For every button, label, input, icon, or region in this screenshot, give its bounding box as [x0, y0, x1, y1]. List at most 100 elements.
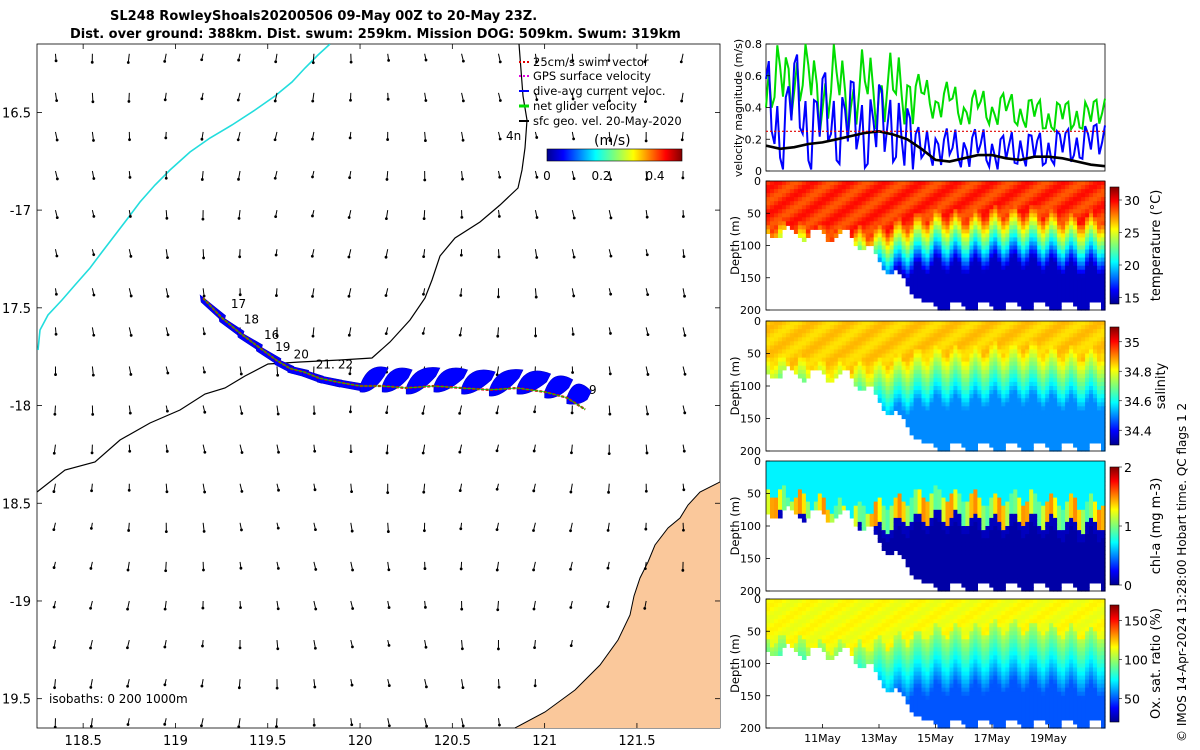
section-cell — [909, 386, 915, 391]
section-cell — [965, 257, 970, 263]
section-cell — [1009, 181, 1014, 186]
section-cell — [973, 233, 978, 238]
section-cell — [766, 493, 771, 499]
section-cell — [1025, 422, 1030, 428]
section-cell — [893, 390, 899, 395]
geo-arrow-head — [386, 97, 390, 101]
section-cell — [905, 213, 911, 218]
section-cell — [861, 197, 867, 202]
section-cell — [1089, 390, 1094, 395]
section-cell — [1065, 430, 1070, 436]
section-cell — [969, 337, 974, 342]
section-cell — [993, 193, 998, 198]
section-cell — [933, 329, 939, 334]
section-cell — [1065, 253, 1070, 259]
section-cell — [1033, 422, 1038, 428]
section-cell — [861, 381, 867, 387]
section-cell — [969, 434, 974, 440]
section-cell — [945, 185, 951, 190]
section-cell — [833, 337, 839, 342]
section-cell — [1029, 418, 1034, 424]
section-cell — [817, 217, 823, 222]
section-cell — [801, 321, 807, 326]
section-cell — [889, 349, 895, 355]
section-cell — [1013, 341, 1018, 346]
geo-arrow-shaft — [165, 561, 167, 571]
geo-arrow-head — [55, 99, 59, 103]
section-cell — [1041, 249, 1046, 255]
section-cell — [1041, 273, 1046, 279]
section-cell — [1017, 193, 1022, 198]
section-cell — [981, 181, 986, 186]
section-cell — [778, 349, 783, 355]
geo-arrow-head — [239, 372, 243, 376]
section-cell — [1097, 261, 1102, 267]
section-cell — [945, 337, 951, 342]
section-cell — [837, 197, 843, 202]
section-cell — [1085, 365, 1090, 371]
section-cell — [1045, 341, 1050, 346]
section-cell — [805, 321, 811, 326]
section-cell — [1085, 197, 1090, 202]
section-cell — [997, 426, 1002, 432]
section-cell — [1073, 426, 1078, 432]
section-cell — [1021, 365, 1026, 371]
section-cell — [1001, 197, 1006, 202]
section-cell — [1097, 381, 1102, 387]
section-cell — [829, 349, 835, 355]
track-day-label: 9 — [589, 383, 597, 397]
section-cell — [901, 257, 907, 263]
section-cell — [949, 253, 955, 259]
section-cell — [973, 225, 978, 230]
section-cell — [1085, 341, 1090, 346]
section-cell — [1081, 181, 1086, 186]
section-cell — [889, 249, 895, 255]
section-cell — [1029, 213, 1034, 218]
section-cell — [973, 285, 978, 291]
section-cell — [1021, 185, 1026, 190]
section-cell — [909, 273, 915, 279]
section-cell — [1061, 205, 1066, 210]
section-cell — [981, 353, 986, 359]
section-cell — [1033, 277, 1038, 283]
section-cell — [1085, 241, 1090, 247]
section-cell — [949, 353, 955, 359]
section-cell — [853, 357, 859, 363]
section-cell — [985, 430, 990, 436]
section-cell — [889, 201, 895, 206]
section-cell — [1029, 185, 1034, 190]
section-cell — [1101, 209, 1106, 214]
section-cell — [917, 241, 923, 247]
section-cell — [1097, 325, 1102, 330]
section-cell — [1001, 297, 1006, 303]
section-cell — [1069, 245, 1074, 251]
section-cell — [997, 361, 1002, 367]
section-cell — [1009, 349, 1014, 355]
section-cell — [1077, 269, 1082, 275]
section-cell — [977, 201, 982, 206]
section-cell — [973, 217, 978, 222]
section-cell — [901, 237, 907, 242]
section-cell — [921, 253, 927, 259]
section-cell — [913, 269, 919, 275]
section-cell — [1061, 289, 1066, 295]
section-cell — [1049, 201, 1054, 206]
section-cell — [885, 390, 891, 395]
section-cell — [977, 369, 982, 375]
section-cell — [985, 434, 990, 440]
section-cell — [1045, 357, 1050, 363]
section-cell — [981, 373, 986, 379]
section-cell — [841, 209, 847, 214]
geo-arrow-head — [349, 410, 352, 414]
section-cell — [985, 257, 990, 263]
section-cell — [1021, 438, 1026, 444]
section-cell — [1005, 357, 1010, 363]
section-cell — [1061, 321, 1066, 326]
section-cell — [857, 213, 863, 218]
section-cell — [1093, 390, 1098, 395]
section-cell — [778, 357, 783, 363]
section-cell — [965, 185, 970, 190]
section-cell — [921, 217, 927, 222]
section-cell — [817, 193, 823, 198]
section-cell — [945, 341, 951, 346]
